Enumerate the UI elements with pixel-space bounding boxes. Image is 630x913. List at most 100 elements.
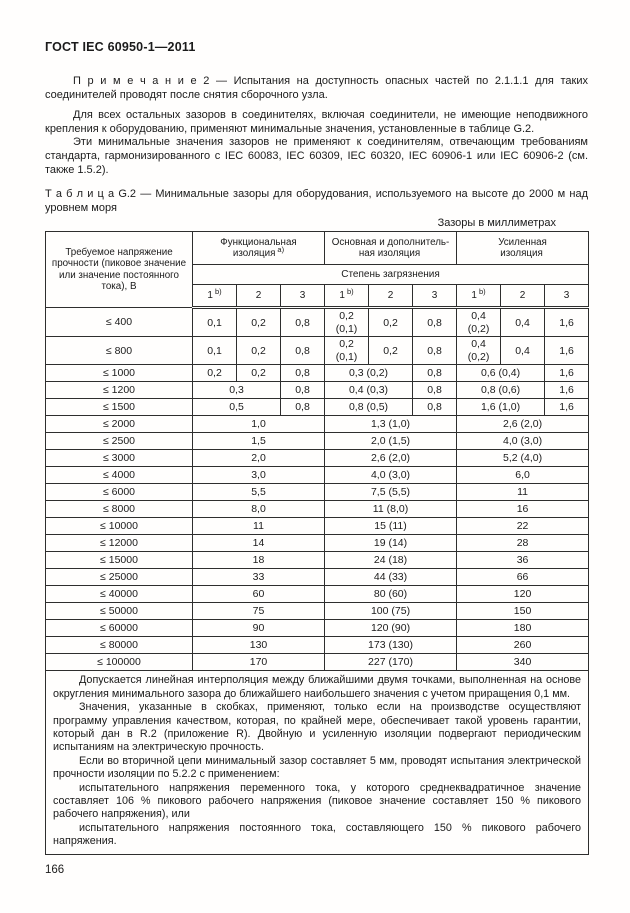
clearance-cell: 0,1 — [192, 307, 237, 338]
clearance-cell: 0,4 (0,2) — [456, 336, 502, 366]
clearance-cell: 24 (18) — [323, 551, 458, 570]
clearance-cell: 150 — [456, 602, 590, 621]
voltage-cell: ≤ 50000 — [45, 602, 193, 621]
clearance-cell: 1,6 — [544, 307, 590, 338]
pollution-degree-column-header: 2 — [500, 284, 546, 310]
clearance-cell: 260 — [456, 636, 590, 655]
clearance-cell: 7,5 (5,5) — [323, 483, 458, 502]
table-row: ≤ 100000 170 227 (170) 340 — [45, 653, 590, 672]
voltage-cell: ≤ 10000 — [45, 517, 193, 536]
table-row: ≤ 400 0,1 0,2 0,8 0,2 (0,1) 0,2 0,8 0,4 (0,2) 0,… — [45, 307, 590, 338]
voltage-cell: ≤ 25000 — [45, 568, 193, 587]
clearance-cell: 5,5 — [192, 483, 325, 502]
clearance-cell: 60 — [192, 585, 325, 604]
clearance-cell: 28 — [456, 534, 590, 553]
clearance-cell: 2,6 (2,0) — [323, 449, 458, 468]
clearance-cell: 0,4 (0,2) — [456, 307, 502, 338]
table-row: ≤ 3000 2,0 2,6 (2,0) 5,2 (4,0) — [45, 449, 590, 468]
table-row: ≤ 60000 90 120 (90) 180 — [45, 619, 590, 638]
clearance-cell: 19 (14) — [323, 534, 458, 553]
table-row: ≤ 25000 33 44 (33) 66 — [45, 568, 590, 587]
clearance-cell: 0,8 (0,5) — [324, 398, 413, 417]
clearance-cell: 11 — [456, 483, 590, 502]
clearance-cell: 15 (11) — [323, 517, 458, 536]
clearance-cell: 33 — [192, 568, 325, 587]
table-footnote-paragraph: Если во вторичной цепи минимальный зазор… — [53, 754, 582, 781]
table-row: ≤ 80000 130 173 (130) 260 — [45, 636, 590, 655]
clearance-cell: 0,4 — [500, 307, 546, 338]
clearance-cell: 0,5 — [192, 398, 281, 417]
page-number: 166 — [45, 863, 65, 876]
table-footnote-paragraph: Допускается линейная интерполяция между … — [53, 674, 582, 700]
pollution-degree-column-header: 1 b) — [324, 284, 369, 310]
pollution-degree-column-header: 3 — [544, 284, 590, 310]
clearance-cell: 170 — [192, 653, 325, 672]
clearance-cell: 0,8 — [411, 364, 458, 383]
table-row: ≤ 1000 0,2 0,2 0,8 0,3 (0,2) 0,8 0,6 (0,4) 1,6 — [45, 364, 590, 383]
voltage-cell: ≤ 100000 — [45, 653, 193, 672]
table-footnote-paragraph: испытательного напряжения переменного то… — [53, 781, 582, 821]
clearance-cell: 0,2 — [236, 307, 281, 338]
table-row: ≤ 6000 5,5 7,5 (5,5) 11 — [45, 483, 590, 502]
clearance-cell: 1,6 — [544, 398, 590, 417]
group-header-basic-supplementary-insulation: Основная и дополнитель- ная изоляция — [323, 231, 458, 266]
table-row: ≤ 2500 1,5 2,0 (1,5) 4,0 (3,0) — [45, 432, 590, 451]
doc-header: ГОСТ IEC 60950-1—2011 — [45, 40, 196, 54]
table-units-label: Зазоры в миллиметрах — [437, 217, 556, 230]
voltage-cell: ≤ 4000 — [45, 466, 193, 485]
clearance-cell: 75 — [192, 602, 325, 621]
table-row: ≤ 15000 18 24 (18) 36 — [45, 551, 590, 570]
clearance-cell: 36 — [456, 551, 590, 570]
clearance-cell: 0,8 — [280, 336, 325, 366]
clearance-cell: 16 — [456, 500, 590, 519]
group-header-functional-insulation: Функциональная изоляция a) — [192, 231, 325, 266]
footnote-marker-b: b) — [214, 286, 222, 296]
table-row: ≤ 800 0,1 0,2 0,8 0,2 (0,1) 0,2 0,8 0,4 (0,2) 0,… — [45, 336, 590, 366]
voltage-cell: ≤ 2000 — [45, 415, 193, 434]
table-row: ≤ 40000 60 80 (60) 120 — [45, 585, 590, 604]
clearance-cell: 0,8 — [280, 381, 325, 400]
body-paragraph-1: Для всех остальных зазоров в соединителя… — [45, 109, 588, 135]
pollution-degree-column-header: 3 — [280, 284, 325, 310]
clearance-cell: 44 (33) — [323, 568, 458, 587]
voltage-cell: ≤ 1200 — [45, 381, 193, 400]
table-row: ≤ 12000 14 19 (14) 28 — [45, 534, 590, 553]
clearance-cell: 6,0 — [456, 466, 590, 485]
voltage-cell: ≤ 1000 — [45, 364, 193, 383]
clearance-cell: 340 — [456, 653, 590, 672]
table-row: ≤ 1200 0,3 0,8 0,4 (0,3) 0,8 0,8 (0,6) 1,6 — [45, 381, 590, 400]
clearance-cell: 80 (60) — [323, 585, 458, 604]
voltage-cell: ≤ 400 — [45, 307, 193, 338]
voltage-cell: ≤ 800 — [45, 336, 193, 366]
clearance-cell: 0,2 (0,1) — [324, 307, 369, 338]
clearance-cell: 0,1 — [192, 336, 237, 366]
clearance-cell: 0,2 — [192, 364, 237, 383]
clearance-cell: 100 (75) — [323, 602, 458, 621]
clearance-cell: 0,4 — [500, 336, 546, 366]
table-caption: Т а б л и ц а G.2 — Минимальные зазоры д… — [45, 188, 588, 214]
table-row: ≤ 1500 0,5 0,8 0,8 (0,5) 0,8 1,6 (1,0) 1,6 — [45, 398, 590, 417]
clearance-cell: 0,2 — [236, 364, 281, 383]
clearance-cell: 8,0 — [192, 500, 325, 519]
group-header-reinforced-insulation: Усиленная изоляция — [456, 231, 590, 266]
table-row: ≤ 2000 1,0 1,3 (1,0) 2,6 (2,0) — [45, 415, 590, 434]
voltage-cell: ≤ 1500 — [45, 398, 193, 417]
voltage-cell: ≤ 8000 — [45, 500, 193, 519]
table-row: ≤ 50000 75 100 (75) 150 — [45, 602, 590, 621]
clearance-cell: 0,8 — [280, 398, 325, 417]
clearance-cell: 1,0 — [192, 415, 325, 434]
clearance-cell: 5,2 (4,0) — [456, 449, 590, 468]
pollution-degree-column-header: 1 b) — [456, 284, 502, 310]
clearance-cell: 2,6 (2,0) — [456, 415, 590, 434]
voltage-cell: ≤ 15000 — [45, 551, 193, 570]
clearance-cell: 22 — [456, 517, 590, 536]
clearance-cell: 3,0 — [192, 466, 325, 485]
pollution-degree-column-header: 2 — [368, 284, 413, 310]
clearance-cell: 0,3 — [192, 381, 281, 400]
table-footnote-paragraph: Значения, указанные в скобках, применяют… — [53, 701, 582, 754]
table-footnote-paragraph: испытательного напряжения постоянного то… — [53, 821, 582, 848]
note-paragraph: П р и м е ч а н и е 2 — Испытания на дос… — [45, 75, 588, 101]
clearance-cell: 120 (90) — [323, 619, 458, 638]
pollution-degree-header: Степень загрязнения — [191, 264, 590, 286]
